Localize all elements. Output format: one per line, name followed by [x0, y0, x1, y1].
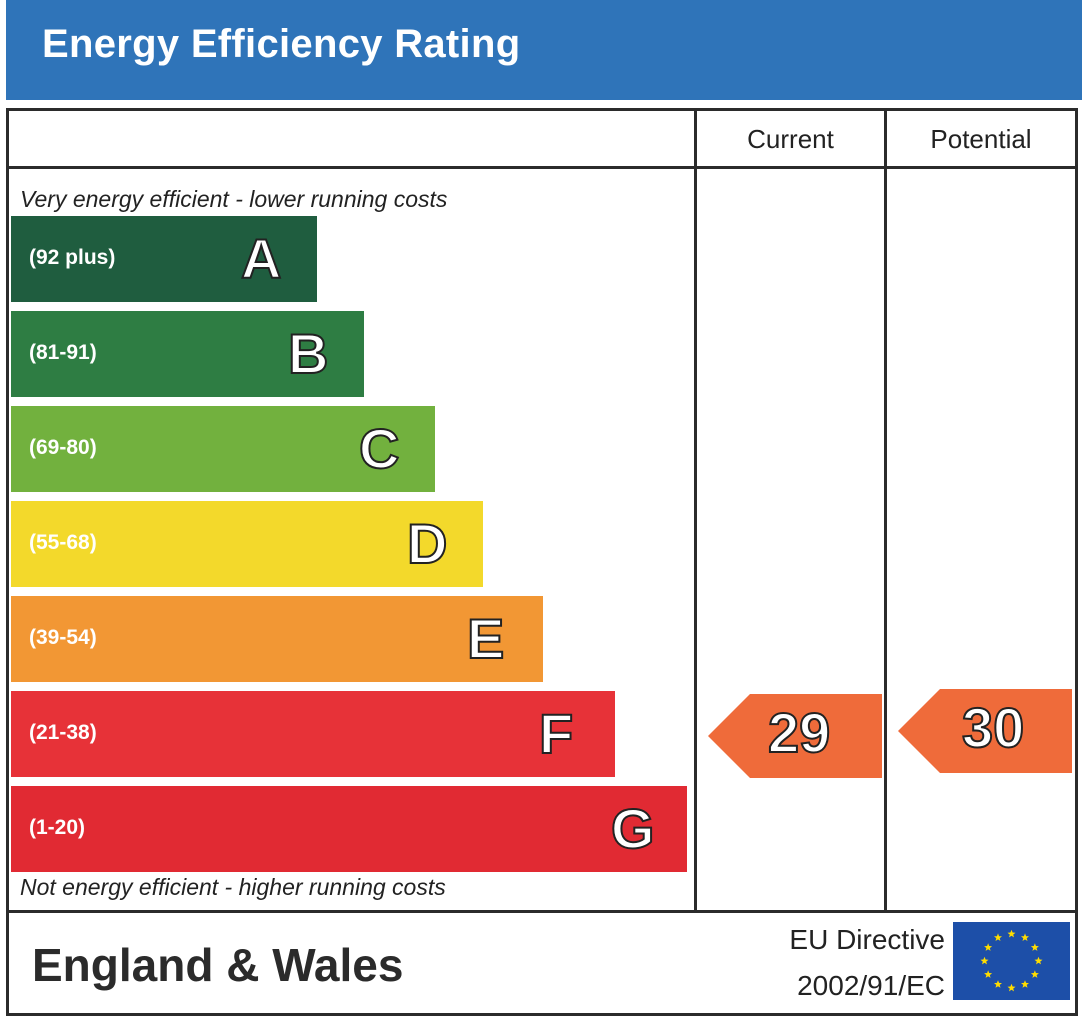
- band-letter: D: [406, 511, 448, 576]
- band-g: (1-20) G: [11, 786, 687, 872]
- band-c: (69-80) C: [11, 406, 435, 492]
- star-icon: [980, 956, 989, 965]
- header-row-divider: [6, 166, 1078, 169]
- band-letter: G: [610, 796, 656, 861]
- header-bar: Energy Efficiency Rating: [6, 0, 1082, 100]
- potential-rating-arrow: [898, 689, 1072, 773]
- page-title: Energy Efficiency Rating: [42, 22, 521, 66]
- band-letter: E: [466, 606, 505, 671]
- band-range-label: (81-91): [29, 341, 97, 364]
- eu-flag-icon: [953, 922, 1070, 1000]
- star-icon: [1030, 943, 1039, 951]
- footer-row-divider: [6, 910, 1078, 913]
- star-icon: [994, 933, 1002, 941]
- efficiency-note-bottom: Not energy efficient - higher running co…: [20, 874, 446, 900]
- band-letter: A: [240, 226, 282, 291]
- column-divider-potential: [884, 108, 887, 913]
- band-letter: B: [287, 321, 329, 386]
- directive-line-1: EU Directive: [789, 924, 945, 955]
- band-range-label: (69-80): [29, 436, 97, 459]
- band-range-label: (39-54): [29, 626, 97, 649]
- current-rating-arrow: [708, 694, 882, 778]
- star-icon: [1034, 956, 1043, 965]
- current-rating-arrow-shape: [708, 694, 882, 778]
- band-range-label: (21-38): [29, 721, 97, 744]
- star-icon: [994, 980, 1002, 988]
- potential-rating-value: 30: [961, 695, 1025, 760]
- column-divider-current: [694, 108, 697, 913]
- rating-table-frame: [6, 108, 1078, 1016]
- band-e: (39-54) E: [11, 596, 543, 682]
- band-range-label: (92 plus): [29, 246, 116, 269]
- band-f: (21-38) F: [11, 691, 615, 777]
- band-a: (92 plus) A: [11, 216, 317, 302]
- column-header-current: Current: [747, 124, 834, 154]
- band-letter: F: [538, 701, 574, 766]
- star-icon: [1021, 980, 1029, 988]
- potential-rating-arrow-shape: [898, 689, 1072, 773]
- column-header-potential: Potential: [930, 124, 1032, 154]
- star-icon: [984, 943, 993, 951]
- efficiency-note-top: Very energy efficient - lower running co…: [20, 186, 448, 212]
- band-range-label: (1-20): [29, 816, 86, 839]
- star-icon: [1021, 933, 1029, 941]
- star-icon: [1007, 983, 1016, 992]
- region-label: England & Wales: [32, 939, 404, 991]
- band-range-label: (55-68): [29, 531, 97, 554]
- band-d: (55-68) D: [11, 501, 483, 587]
- band-letter: C: [358, 416, 400, 481]
- current-rating-value: 29: [767, 700, 831, 765]
- star-icon: [1030, 970, 1039, 978]
- directive-line-2: 2002/91/EC: [797, 970, 945, 1001]
- star-icon: [1007, 929, 1016, 938]
- band-b: (81-91) B: [11, 311, 364, 397]
- star-icon: [984, 970, 993, 978]
